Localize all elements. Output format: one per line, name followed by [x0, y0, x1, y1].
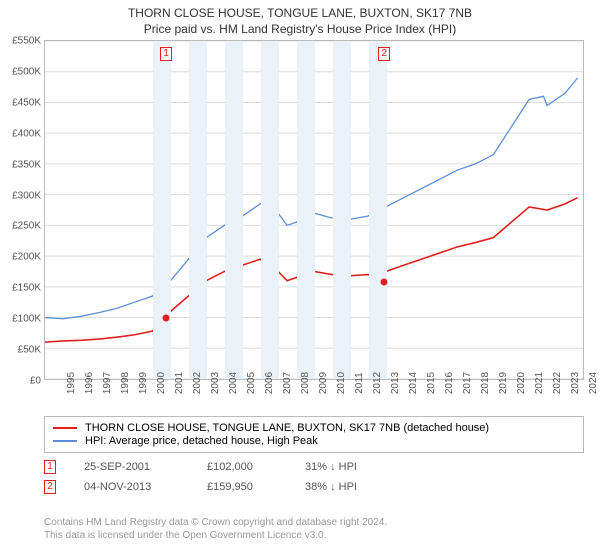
year-band: [297, 41, 315, 379]
legend-swatch: [53, 440, 77, 442]
marker-box: 1: [160, 47, 172, 61]
transactions: 1 25-SEP-2001 £102,000 31% ↓ HPI 2 04-NOV-201…: [44, 460, 584, 500]
year-band: [225, 41, 243, 379]
footer-line-2: This data is licensed under the Open Gov…: [44, 529, 584, 542]
y-axis-label: £300K: [12, 190, 41, 201]
y-axis-label: £550K: [12, 36, 41, 47]
legend-row: HPI: Average price, detached house, High…: [53, 435, 575, 447]
transaction-row: 2 04-NOV-2013 £159,950 38% ↓ HPI: [44, 480, 584, 494]
transaction-price: £159,950: [207, 481, 277, 493]
transaction-pct: 38% ↓ HPI: [305, 481, 395, 493]
year-band: [261, 41, 279, 379]
y-axis-label: £50K: [18, 345, 41, 356]
marker-dot: [381, 279, 388, 286]
y-axis-label: £250K: [12, 221, 41, 232]
legend-swatch: [53, 427, 77, 429]
chart-title: THORN CLOSE HOUSE, TONGUE LANE, BUXTON, …: [0, 6, 600, 20]
y-axis-label: £200K: [12, 252, 41, 263]
marker-box: 2: [378, 47, 390, 61]
transaction-index: 1: [44, 460, 56, 474]
y-axis-label: £450K: [12, 97, 41, 108]
chart-area: £0£50K£100K£150K£200K£250K£300K£350K£400…: [44, 40, 584, 380]
legend: THORN CLOSE HOUSE, TONGUE LANE, BUXTON, …: [44, 416, 584, 453]
legend-label: HPI: Average price, detached house, High…: [85, 435, 318, 447]
marker-dot: [163, 314, 170, 321]
x-axis-label: 2024: [576, 372, 599, 394]
year-band: [153, 41, 171, 379]
footer: Contains HM Land Registry data © Crown c…: [44, 516, 584, 542]
legend-label: THORN CLOSE HOUSE, TONGUE LANE, BUXTON, …: [85, 422, 489, 434]
transaction-price: £102,000: [207, 461, 277, 473]
y-axis-label: £500K: [12, 66, 41, 77]
footer-line-1: Contains HM Land Registry data © Crown c…: [44, 516, 584, 529]
y-axis-label: £150K: [12, 283, 41, 294]
transaction-date: 25-SEP-2001: [84, 461, 179, 473]
year-band: [189, 41, 207, 379]
legend-row: THORN CLOSE HOUSE, TONGUE LANE, BUXTON, …: [53, 422, 575, 434]
chart-subtitle: Price paid vs. HM Land Registry's House …: [0, 22, 600, 36]
transaction-pct: 31% ↓ HPI: [305, 461, 395, 473]
y-axis-label: £350K: [12, 159, 41, 170]
transaction-date: 04-NOV-2013: [84, 481, 179, 493]
transaction-index: 2: [44, 480, 56, 494]
y-axis-label: £100K: [12, 314, 41, 325]
year-band: [333, 41, 351, 379]
year-band: [369, 41, 387, 379]
transaction-row: 1 25-SEP-2001 £102,000 31% ↓ HPI: [44, 460, 584, 474]
y-axis-label: £0: [30, 376, 41, 387]
y-axis-label: £400K: [12, 128, 41, 139]
